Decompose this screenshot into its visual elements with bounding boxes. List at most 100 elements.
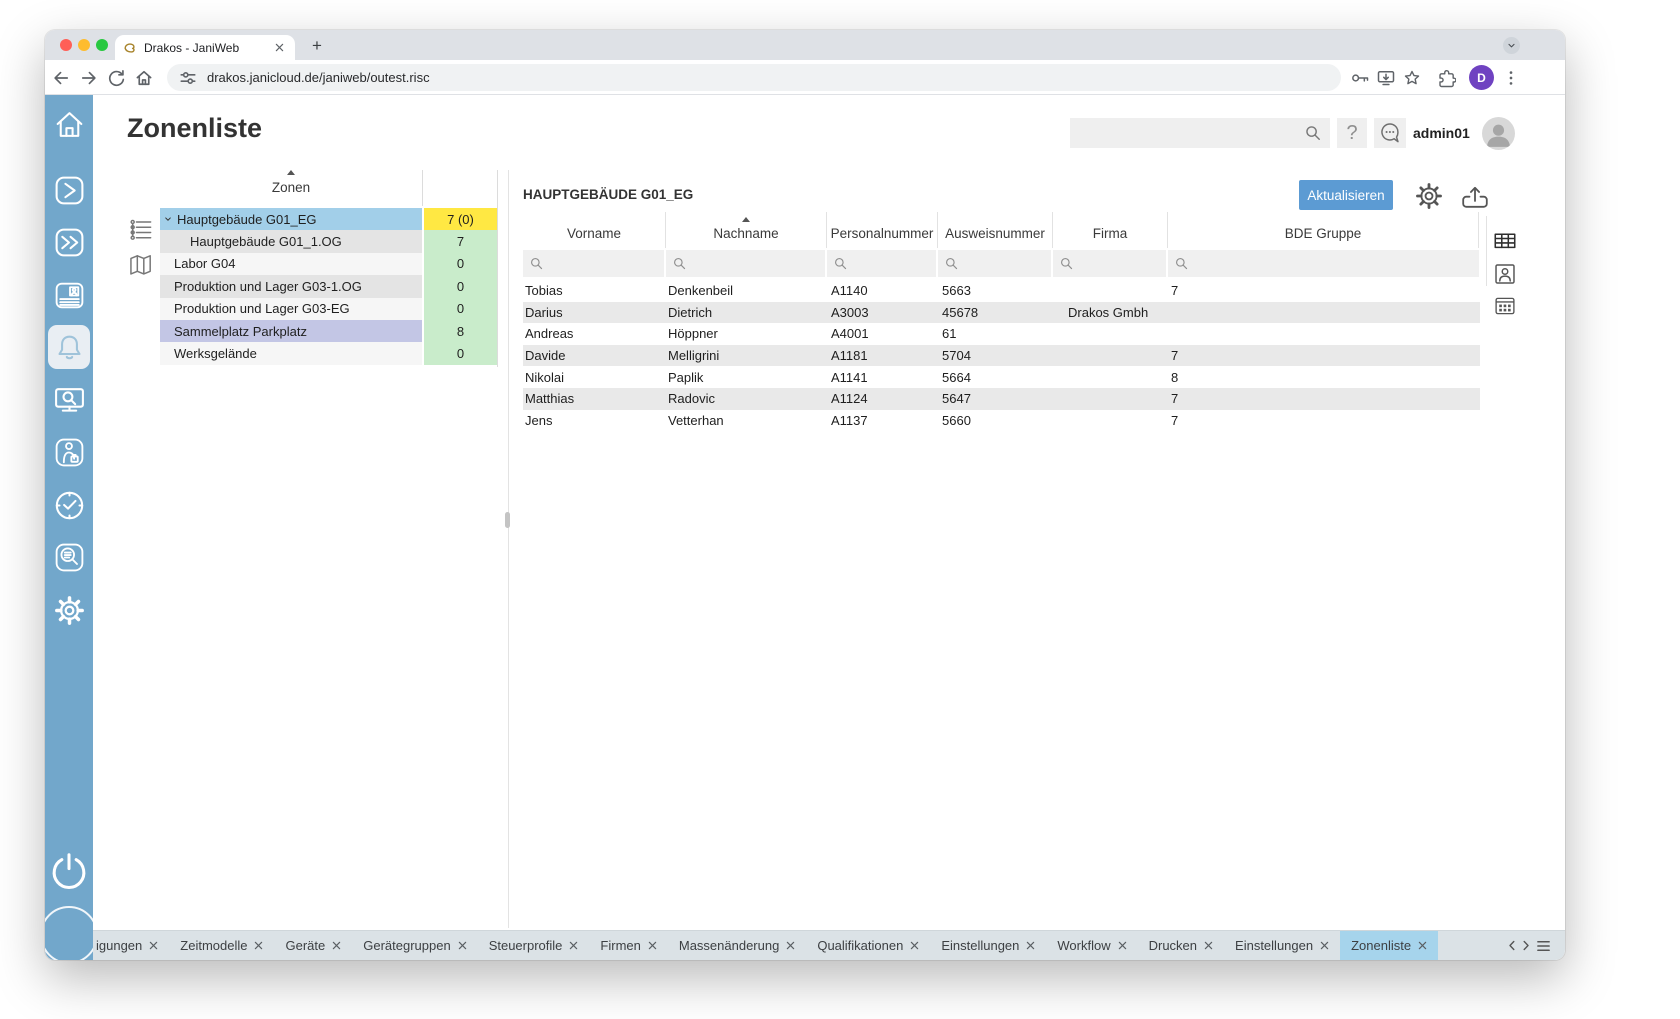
bottom-tab-firmen[interactable]: Firmen	[589, 931, 667, 960]
new-tab-button[interactable]: +	[312, 36, 322, 55]
tab-close-icon[interactable]	[786, 941, 795, 950]
zone-row[interactable]: Hauptgebäude G01_1.OG 7	[160, 230, 497, 253]
person-card-icon[interactable]	[1494, 263, 1516, 285]
traffic-light-zoom[interactable]	[96, 39, 108, 51]
refresh-button[interactable]: Aktualisieren	[1299, 180, 1393, 210]
bottom-tab-einstellungen[interactable]: Einstellungen	[1224, 931, 1340, 960]
zone-row[interactable]: Werksgelände 0	[160, 342, 497, 365]
help-button[interactable]: ?	[1337, 118, 1367, 148]
filter-input-nachname[interactable]	[692, 256, 799, 271]
table-row[interactable]: Nikolai Paplik A1141 5664 8	[523, 366, 1480, 388]
tabs-scroll-left-icon[interactable]	[1508, 940, 1516, 951]
table-row[interactable]: Davide Melligrini A1181 5704 7	[523, 344, 1480, 367]
filter-cell-personalnummer[interactable]	[827, 250, 936, 277]
tab-close-icon[interactable]	[458, 941, 467, 950]
tab-close-icon[interactable]	[254, 941, 263, 950]
table-row[interactable]: Matthias Radovic A1124 5647 7	[523, 387, 1480, 410]
traffic-light-minimize[interactable]	[78, 39, 90, 51]
zones-column-header[interactable]: Zonen	[160, 170, 422, 195]
tab-close-icon[interactable]	[149, 941, 158, 950]
filter-cell-ausweisnummer[interactable]	[938, 250, 1051, 277]
sidebar-item-bell[interactable]	[48, 325, 90, 369]
tab-close-icon[interactable]	[1118, 941, 1127, 950]
bottom-tab-geräte[interactable]: Geräte	[274, 931, 352, 960]
global-search[interactable]	[1070, 118, 1330, 148]
tab-close-icon[interactable]	[332, 941, 341, 950]
sidebar-item-id-card[interactable]	[45, 273, 93, 317]
column-header-vorname[interactable]: Vorname	[523, 212, 666, 248]
bottom-tab-workflow[interactable]: Workflow	[1046, 931, 1137, 960]
filter-input-bde-gruppe[interactable]	[1194, 256, 1407, 271]
bookmark-star-icon[interactable]	[1402, 68, 1422, 88]
map-view-icon[interactable]	[127, 251, 155, 279]
zone-row[interactable]: Produktion und Lager G03-EG 0	[160, 297, 497, 320]
sidebar-item-power[interactable]	[47, 850, 91, 894]
password-key-icon[interactable]	[1350, 68, 1370, 88]
zone-row[interactable]: Labor G04 0	[160, 252, 497, 276]
sidebar-item-worker[interactable]	[45, 430, 93, 474]
sidebar-item-gear[interactable]	[45, 588, 93, 632]
panel-splitter-handle[interactable]	[505, 512, 510, 528]
browser-menu-icon[interactable]	[1501, 68, 1521, 88]
zone-row[interactable]: Hauptgebäude G01_EG 7 (0)	[160, 208, 497, 231]
global-search-input[interactable]	[1070, 125, 1305, 141]
zone-row[interactable]: Produktion und Lager G03-1.OG 0	[160, 275, 497, 298]
tab-close-icon[interactable]	[1418, 941, 1427, 950]
tab-close-icon[interactable]	[910, 941, 919, 950]
tab-close-icon[interactable]	[1026, 941, 1035, 950]
filter-input-ausweisnummer[interactable]	[964, 256, 1039, 271]
extensions-icon[interactable]	[1436, 68, 1456, 88]
bottom-tab-massenänderung[interactable]: Massenänderung	[668, 931, 806, 960]
zone-row[interactable]: Sammelplatz Parkplatz 8	[160, 319, 497, 343]
export-icon[interactable]	[1460, 183, 1490, 213]
filter-cell-bde-gruppe[interactable]	[1168, 250, 1479, 277]
sidebar-item-double-chevron-right[interactable]	[45, 220, 93, 264]
filter-cell-firma[interactable]	[1053, 250, 1166, 277]
bottom-tab-qualifikationen[interactable]: Qualifikationen	[806, 931, 930, 960]
table-row[interactable]: Tobias Denkenbeil A1140 5663 7	[523, 280, 1480, 302]
column-header-firma[interactable]: Firma	[1053, 212, 1168, 248]
bottom-tab-drucken[interactable]: Drucken	[1138, 931, 1224, 960]
filter-input-firma[interactable]	[1079, 256, 1154, 271]
tab-close-icon[interactable]	[1320, 941, 1329, 950]
expand-chevron-icon[interactable]	[163, 214, 173, 224]
bottom-tab-steuerprofile[interactable]: Steuerprofile	[478, 931, 590, 960]
user-avatar[interactable]	[1482, 117, 1515, 150]
sidebar-item-clock[interactable]	[45, 483, 93, 527]
table-settings-gear-icon[interactable]	[1414, 181, 1444, 211]
panel-splitter[interactable]	[508, 170, 509, 928]
username-label[interactable]: admin01	[1413, 125, 1470, 141]
column-header-bde-gruppe[interactable]: BDE Gruppe	[1168, 212, 1479, 248]
filter-cell-nachname[interactable]	[666, 250, 825, 277]
tab-close-icon[interactable]	[271, 40, 287, 56]
bottom-tab-einstellungen[interactable]: Einstellungen	[930, 931, 1046, 960]
tabs-scroll-right-icon[interactable]	[1522, 940, 1530, 951]
filter-input-personalnummer[interactable]	[853, 256, 925, 271]
table-row[interactable]: Jens Vetterhan A1137 5660 7	[523, 410, 1480, 432]
sidebar-item-monitor-search[interactable]	[45, 378, 93, 422]
table-row[interactable]: Darius Dietrich A3003 45678 Drakos Gmbh	[523, 301, 1480, 324]
home-icon[interactable]	[134, 68, 154, 88]
filter-cell-vorname[interactable]	[523, 250, 664, 277]
column-header-nachname[interactable]: Nachname	[666, 212, 827, 248]
sidebar-item-chevron-right[interactable]	[45, 168, 93, 212]
back-icon[interactable]	[51, 68, 71, 88]
forward-icon[interactable]	[79, 68, 99, 88]
table-row[interactable]: Andreas Höppner A4001 61	[523, 323, 1480, 345]
sidebar-item-log-search[interactable]	[45, 535, 93, 579]
tab-search-button[interactable]	[1503, 37, 1520, 54]
tab-close-icon[interactable]	[1204, 941, 1213, 950]
tree-view-icon[interactable]	[127, 216, 155, 244]
bottom-tab-igungen[interactable]: igungen	[93, 931, 169, 960]
tabs-menu-icon[interactable]	[1536, 939, 1559, 953]
site-settings-icon[interactable]	[179, 69, 197, 87]
reload-icon[interactable]	[106, 68, 126, 88]
tab-close-icon[interactable]	[569, 941, 578, 950]
badge-grid-icon[interactable]	[1494, 295, 1516, 317]
bottom-tab-zeitmodelle[interactable]: Zeitmodelle	[169, 931, 274, 960]
chat-button[interactable]	[1374, 118, 1406, 148]
sidebar-item-home[interactable]	[45, 102, 93, 146]
browser-tab[interactable]: Drakos - JaniWeb	[115, 35, 295, 60]
address-bar[interactable]: drakos.janicloud.de/janiweb/outest.risc	[167, 64, 1341, 91]
filter-input-vorname[interactable]	[549, 256, 643, 271]
